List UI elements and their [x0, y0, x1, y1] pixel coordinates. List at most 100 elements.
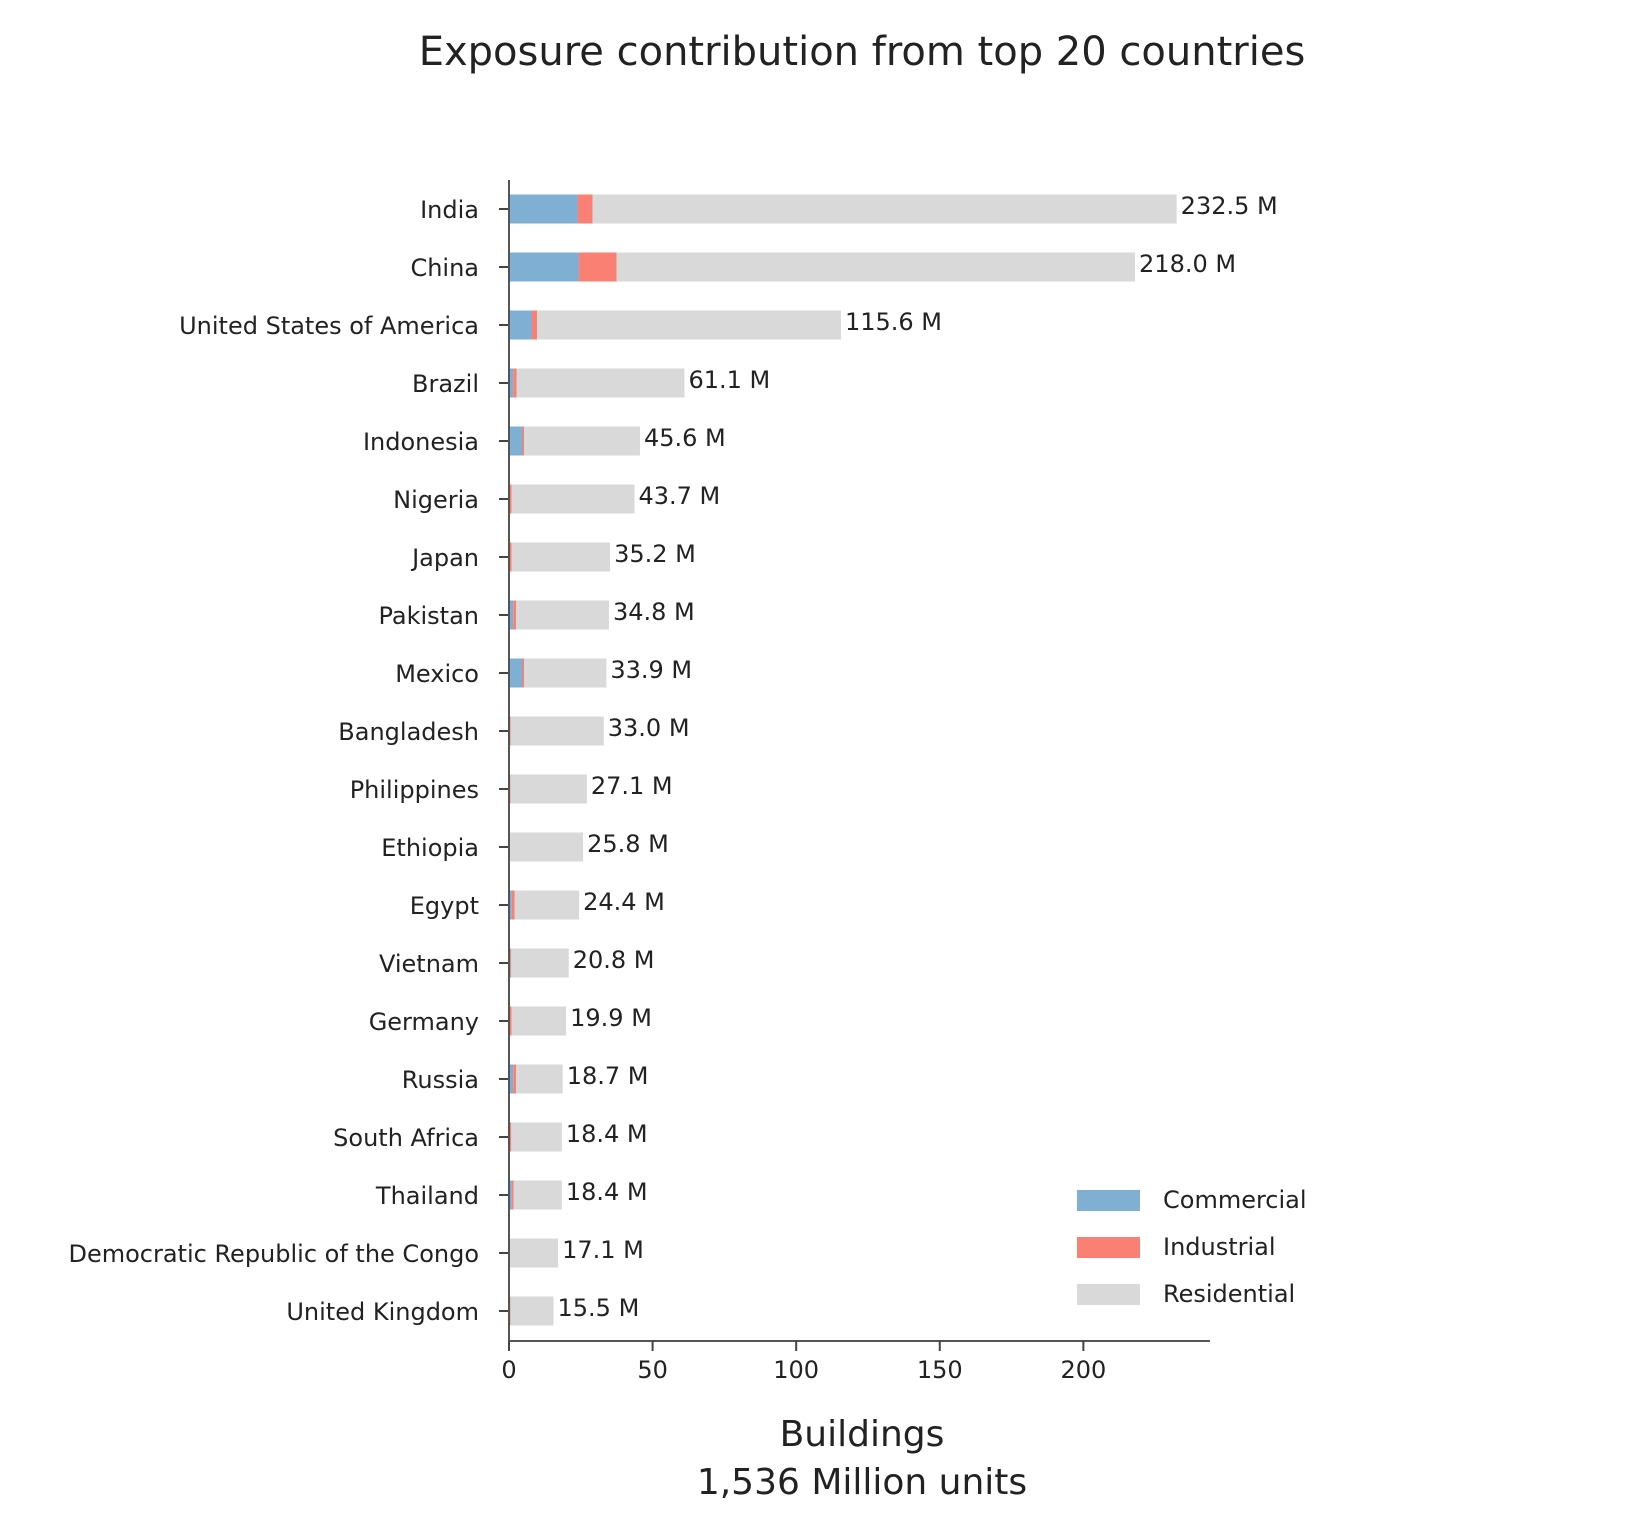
bar-segment: [516, 1064, 563, 1094]
bar-segment: [513, 1180, 562, 1210]
y-tick-label: United Kingdom: [286, 1298, 479, 1326]
y-tick-label: Democratic Republic of the Congo: [68, 1240, 479, 1268]
legend-label: Residential: [1163, 1280, 1295, 1308]
value-label: 218.0 M: [1139, 250, 1236, 278]
bar-segment: [511, 890, 515, 920]
x-tick-label: 150: [917, 1356, 963, 1384]
bar-segment: [509, 1064, 514, 1094]
value-label: 115.6 M: [845, 308, 942, 336]
bar-segment: [509, 310, 532, 340]
value-label: 34.8 M: [613, 598, 695, 626]
bar-segment: [509, 484, 512, 514]
y-tick-label: Germany: [369, 1008, 479, 1036]
y-tick-label: Egypt: [410, 892, 479, 920]
value-label: 33.9 M: [610, 656, 692, 684]
y-tick-label: Philippines: [350, 776, 479, 804]
bar-segment: [510, 716, 604, 746]
x-axis-title: Buildings: [780, 1414, 945, 1455]
bar-segment: [509, 542, 512, 572]
y-tick-label: China: [410, 254, 479, 282]
x-tick-label: 100: [773, 1356, 819, 1384]
bar-segment: [511, 484, 635, 514]
bar-segment: [511, 1006, 567, 1036]
bar-segment: [511, 948, 569, 978]
value-label: 19.9 M: [570, 1004, 652, 1032]
y-tick-label: Ethiopia: [381, 834, 479, 862]
value-label: 45.6 M: [644, 424, 726, 452]
bar-segment: [516, 600, 609, 630]
bar-segment: [522, 658, 525, 688]
bar-segment: [509, 426, 523, 456]
y-tick-label: Japan: [410, 544, 479, 572]
x-tick-label: 200: [1060, 1356, 1106, 1384]
bar-segment: [509, 1006, 512, 1036]
bar-segment: [509, 600, 514, 630]
y-tick-label: India: [420, 196, 479, 224]
bar-segment: [511, 1180, 514, 1210]
value-label: 18.7 M: [567, 1062, 649, 1090]
bar-segment: [577, 194, 593, 224]
bar-segment: [510, 948, 512, 978]
value-label: 15.5 M: [558, 1294, 640, 1322]
x-tick-label: 0: [501, 1356, 516, 1384]
y-tick-label: Thailand: [375, 1182, 479, 1210]
bar-segment: [524, 426, 640, 456]
legend-swatch: [1077, 1284, 1140, 1305]
y-tick-label: United States of America: [179, 312, 479, 340]
bar-segment: [509, 252, 580, 282]
y-tick-label: Mexico: [395, 660, 479, 688]
value-label: 35.2 M: [614, 540, 696, 568]
bar-segment: [524, 658, 607, 688]
bar-segment: [579, 252, 617, 282]
value-label: 18.4 M: [566, 1120, 648, 1148]
y-tick-label: Pakistan: [379, 602, 480, 630]
bar-segment: [514, 890, 580, 920]
bar-segment: [509, 1180, 512, 1210]
legend-label: Commercial: [1163, 1186, 1307, 1214]
value-label: 24.4 M: [583, 888, 665, 916]
y-tick-label: Russia: [402, 1066, 479, 1094]
bar-segment: [509, 716, 511, 746]
bar-segment: [511, 1122, 562, 1152]
bar-segment: [510, 774, 587, 804]
chart-title: Exposure contribution from top 20 countr…: [419, 29, 1306, 75]
bar-segment: [592, 194, 1177, 224]
y-tick-label: South Africa: [333, 1124, 479, 1152]
legend-label: Industrial: [1163, 1233, 1276, 1261]
bar-segment: [511, 542, 611, 572]
bar-segment: [531, 310, 538, 340]
y-tick-label: Indonesia: [363, 428, 479, 456]
bar-segment: [509, 194, 578, 224]
y-tick-label: Vietnam: [379, 950, 479, 978]
value-label: 27.1 M: [591, 772, 673, 800]
value-label: 18.4 M: [566, 1178, 648, 1206]
value-label: 43.7 M: [638, 482, 720, 510]
bar-segment: [509, 1122, 512, 1152]
value-label: 17.1 M: [562, 1236, 644, 1264]
legend-swatch: [1077, 1190, 1140, 1211]
bar-segment: [513, 600, 517, 630]
y-tick-label: Bangladesh: [338, 718, 479, 746]
bar-segment: [522, 426, 525, 456]
legend-swatch: [1077, 1237, 1140, 1258]
bar-segment: [510, 1296, 554, 1326]
x-axis-title: 1,536 Million units: [697, 1462, 1027, 1503]
bar-segment: [513, 368, 517, 398]
bar-segment: [509, 890, 512, 920]
bar-segment: [537, 310, 841, 340]
y-tick-label: Nigeria: [393, 486, 479, 514]
value-label: 20.8 M: [573, 946, 655, 974]
bar-segment: [509, 1296, 511, 1326]
bar-segment: [509, 658, 523, 688]
value-label: 232.5 M: [1181, 192, 1278, 220]
value-label: 33.0 M: [608, 714, 690, 742]
bar-segment: [513, 1064, 517, 1094]
bar-segment: [509, 832, 584, 862]
value-label: 25.8 M: [587, 830, 669, 858]
y-tick-label: Brazil: [412, 370, 479, 398]
bar-segment: [616, 252, 1136, 282]
bar-segment: [509, 368, 514, 398]
bar-segment: [516, 368, 685, 398]
